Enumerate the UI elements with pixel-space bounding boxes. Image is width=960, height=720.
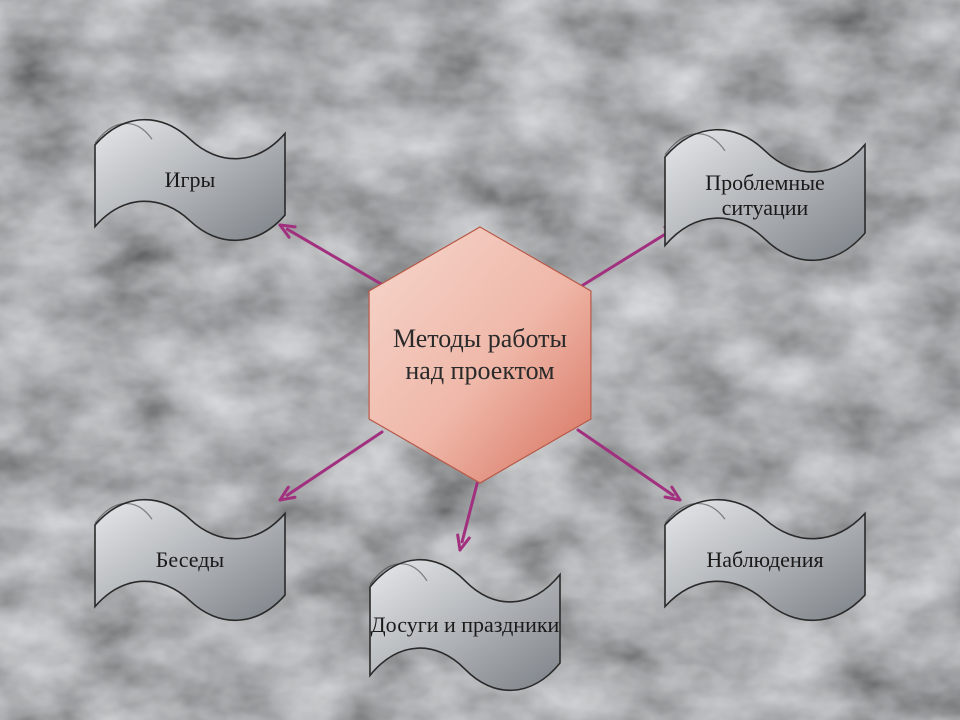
center-hexagon <box>369 227 591 483</box>
scroll-observe <box>665 500 865 621</box>
scroll-leisure <box>370 560 560 691</box>
diagram-stage: Методы работы над проектом ИгрыПроблемны… <box>0 0 960 720</box>
arrow-line-4 <box>578 430 673 495</box>
arrow-line-1 <box>575 229 673 290</box>
scroll-problems <box>665 130 865 261</box>
arrow-line-3 <box>462 480 478 542</box>
scroll-talks <box>95 500 285 621</box>
diagram-shapes <box>0 0 960 720</box>
arrow-line-2 <box>287 432 382 495</box>
scroll-games <box>95 120 285 241</box>
arrow-line-0 <box>287 229 388 288</box>
